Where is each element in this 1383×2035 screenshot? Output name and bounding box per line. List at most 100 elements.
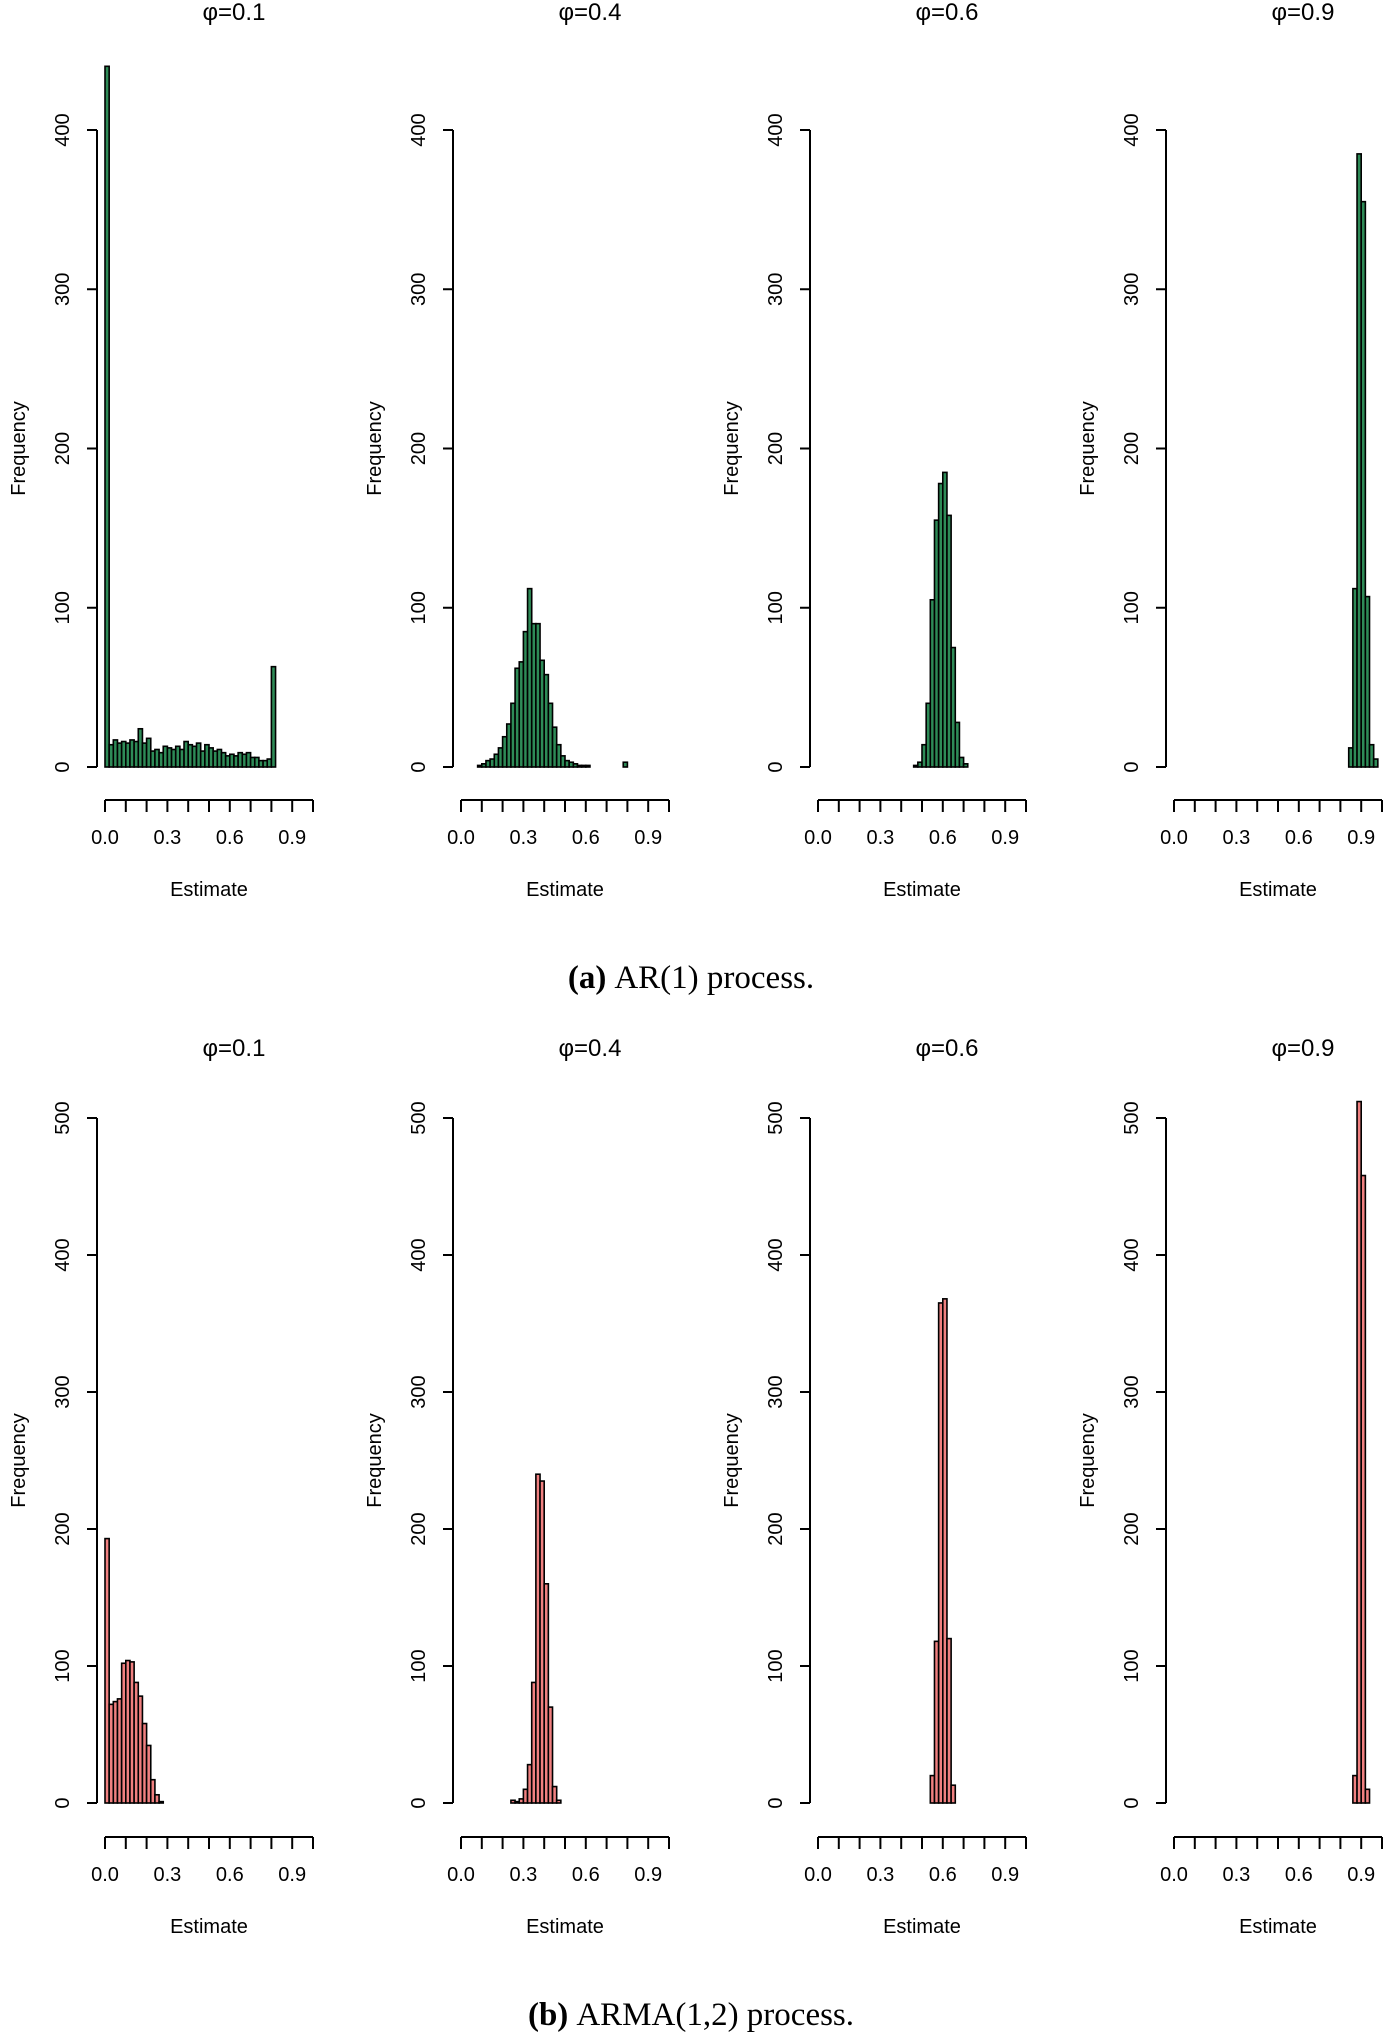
y-tick-label: 200 [765,1512,787,1545]
y-axis-label: Frequency [8,401,30,496]
y-tick-label: 100 [1121,1649,1143,1682]
x-axis-label: Estimate [1239,1916,1317,1938]
histogram-a-3: φ=0.6 0 100 200 300 400 Frequency 0.0 0.3 0.6 0.9 E… [721,0,1027,901]
histogram-bar [1360,200,1367,768]
x-tick-label: 0.9 [278,827,306,849]
y-tick-label: 400 [408,113,430,146]
histogram-a-1: φ=0.1 0 100 200 300 400 Frequency 0.0 0.3 0.6 0.9 E… [8,0,314,901]
x-tick-label: 0.0 [91,827,119,849]
y-axis-label: Frequency [8,1413,30,1508]
y-tick-label: 200 [408,432,430,465]
y-tick-label: 400 [408,1238,430,1271]
histogram-bar [555,1799,562,1804]
histogram-bar [946,514,952,768]
x-tick-label: 0.6 [572,827,600,849]
y-axis-label: Frequency [364,401,386,496]
y-axis-label: Frequency [721,401,743,496]
histogram-bar [1372,758,1379,768]
histogram-bar [584,764,591,768]
x-tick-label: 0.6 [216,1864,244,1886]
histogram-bar [1364,1788,1371,1804]
panel-title: φ=0.4 [558,0,621,26]
caption-a: (a) AR(1) process. [568,960,814,996]
y-tick-label: 200 [1121,1512,1143,1545]
x-tick-label: 0.9 [278,1864,306,1886]
y-tick-label: 400 [765,113,787,146]
x-tick-label: 0.9 [634,827,662,849]
y-tick-label: 0 [52,1797,74,1808]
y-tick-label: 200 [408,1512,430,1545]
histogram-a-4: φ=0.9 0 100 200 300 400 Frequency 0.0 0.3 0.6 0.9 E… [1077,0,1383,901]
histogram-bar [950,646,957,768]
x-tick-label: 0.0 [1160,827,1188,849]
y-tick-label: 100 [52,1649,74,1682]
panel-title: φ=0.6 [915,0,978,26]
x-tick-label: 0.9 [991,827,1019,849]
histogram-b-4: φ=0.9 0 100 200 300 400 500 Frequency 0.0 0.3 0.6 0… [1077,1035,1383,1938]
y-tick-label: 0 [765,761,787,772]
y-tick-label: 200 [52,432,74,465]
histogram-bar [547,1706,554,1804]
y-tick-label: 300 [408,1375,430,1408]
x-tick-label: 0.0 [447,1864,475,1886]
y-tick-label: 100 [765,591,787,624]
x-tick-label: 0.0 [1160,1864,1188,1886]
histogram-panels: φ=0.1 0 100 200 300 400 Frequency 0.0 0.3 0.6 0.9 E… [8,0,1383,1938]
y-axis-label: Frequency [1077,1413,1099,1508]
x-axis-label: Estimate [170,879,248,901]
histogram-bar [543,1583,550,1804]
x-tick-label: 0.3 [866,1864,894,1886]
y-tick-label: 300 [408,273,430,306]
y-tick-label: 100 [765,1649,787,1682]
y-tick-label: 300 [765,1375,787,1408]
histogram-b-3: φ=0.6 0 100 200 300 400 500 Frequency 0.0 0.3 0.6 0… [721,1035,1027,1938]
histogram-bar [1360,1174,1367,1804]
x-tick-label: 0.0 [804,1864,832,1886]
histogram-bar [954,721,961,768]
x-axis-label: Estimate [526,1916,604,1938]
y-tick-label: 500 [408,1101,430,1134]
panel-title: φ=0.9 [1271,0,1334,26]
y-tick-label: 400 [765,1238,787,1271]
x-axis-label: Estimate [883,1916,961,1938]
x-tick-label: 0.9 [634,1864,662,1886]
x-tick-label: 0.6 [1285,827,1313,849]
y-tick-label: 300 [52,273,74,306]
y-axis-label: Frequency [1077,401,1099,496]
x-axis-label: Estimate [170,1916,248,1938]
x-tick-label: 0.0 [91,1864,119,1886]
y-tick-label: 200 [52,1512,74,1545]
y-tick-label: 500 [765,1101,787,1134]
y-axis-label: Frequency [364,1413,386,1508]
y-tick-label: 200 [765,432,787,465]
panel-title: φ=0.1 [202,1035,265,1062]
x-tick-label: 0.0 [804,827,832,849]
caption-a-text: AR(1) process. [614,960,814,996]
x-tick-label: 0.9 [1347,827,1375,849]
histogram-bar [946,1637,952,1804]
y-tick-label: 500 [1121,1101,1143,1134]
x-tick-label: 0.6 [1285,1864,1313,1886]
x-tick-label: 0.6 [216,827,244,849]
y-tick-label: 300 [765,273,787,306]
histogram-b-1: φ=0.1 0 100 200 300 400 500 Frequency 0.0 0.3 0.6 0… [8,1035,314,1938]
y-tick-label: 200 [1121,432,1143,465]
x-tick-label: 0.3 [866,827,894,849]
histogram-bar [950,1784,957,1804]
histogram-bar [941,1298,948,1804]
histogram-bar [158,1800,165,1804]
y-axis-label: Frequency [721,1413,743,1508]
x-axis-label: Estimate [1239,879,1317,901]
histogram-b-2: φ=0.4 0 100 200 300 400 500 Frequency 0.0 0.3 0.6 0… [364,1035,670,1938]
y-tick-label: 0 [408,1797,430,1808]
panel-title: φ=0.6 [915,1035,978,1062]
panel-title: φ=0.1 [202,0,265,26]
caption-a-label: (a) [568,960,606,996]
y-tick-label: 0 [1121,1797,1143,1808]
x-tick-label: 0.9 [1347,1864,1375,1886]
x-tick-label: 0.9 [991,1864,1019,1886]
x-tick-label: 0.3 [153,1864,181,1886]
histogram-bar [270,665,277,768]
y-tick-label: 500 [52,1101,74,1134]
